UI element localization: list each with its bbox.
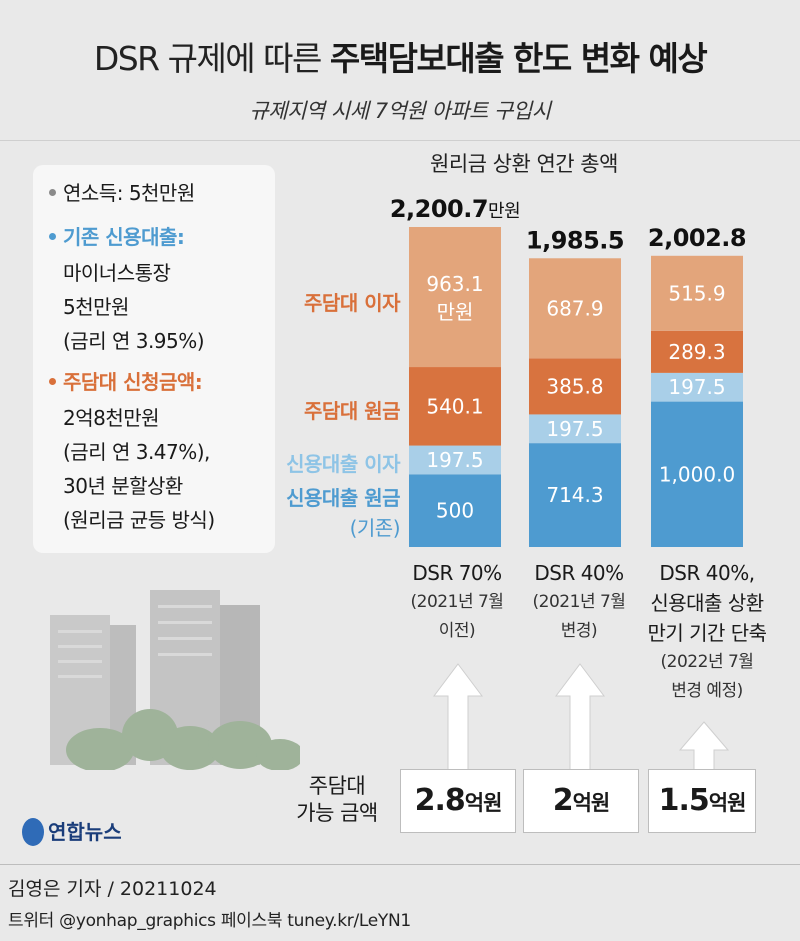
- loan-amount-value: 2: [552, 783, 574, 818]
- page-subtitle: 규제지역 시세 7억원 아파트 구입시: [249, 99, 551, 123]
- social-links: 트위터 @yonhap_graphics 페이스북 tuney.kr/LeYN1: [8, 911, 411, 931]
- bar-segment-mortgage-interest: [409, 227, 501, 368]
- condition-label: DSR 40% (2021년 7월 변경): [520, 558, 638, 646]
- bar-value-label: 500: [436, 499, 474, 523]
- condition-label: DSR 70% (2021년 7월 이전): [398, 558, 516, 646]
- condition-sub: 변경 예정): [671, 681, 743, 701]
- income-label: 연소득:: [63, 181, 123, 205]
- bar-value-label: 1,000.0: [659, 462, 735, 486]
- up-arrow-icon: [678, 721, 730, 772]
- loan-capacity-label-line: 가능 금액: [296, 801, 378, 825]
- chart-caption: 원리금 상환 연간 총액: [430, 152, 618, 176]
- loan-amount-value: 2.8: [414, 783, 466, 818]
- bar-segment-credit-principal: [409, 474, 501, 547]
- bar-value-label: 289.3: [668, 340, 725, 364]
- loan-amount-box: 2.8억원: [400, 769, 516, 833]
- legend-credit-principal: 신용대출 원금: [286, 486, 400, 510]
- loan-amount-unit: 억원: [708, 791, 747, 815]
- bar-value-label: 197.5: [546, 417, 603, 441]
- condition-sub: (2021년 7월: [532, 592, 626, 612]
- apartment-illustration: [50, 590, 300, 770]
- condition-sub: (2022년 7월: [660, 652, 754, 672]
- condition-main: DSR 70%: [412, 561, 502, 585]
- loan-amount-box: 2억원: [523, 769, 639, 833]
- loan-amount-value: 1.5: [658, 783, 710, 818]
- credit-loan-detail: 마이너스통장: [63, 261, 171, 285]
- bar-value-label: 963.1: [426, 272, 483, 296]
- yonhap-logo-icon: [22, 817, 44, 846]
- bar-segment-credit-interest: [651, 372, 743, 402]
- bar-value-label: 687.9: [546, 296, 603, 320]
- bar-value-label: 714.3: [546, 483, 603, 507]
- bar-value-label: 385.8: [546, 374, 603, 398]
- bullet-icon: [49, 378, 56, 385]
- info-panel: 연소득: 5천만원 기존 신용대출: 마이너스통장 5천만원 (금리 연 3.9…: [33, 165, 275, 553]
- condition-main: 만기 기간 단축: [647, 621, 767, 645]
- loan-amount-unit: 억원: [464, 791, 503, 815]
- condition-main: DSR 40%: [534, 561, 624, 585]
- condition-sub: 이전): [438, 621, 476, 641]
- bar-segment-credit-interest: [409, 445, 501, 475]
- bar-segment-mortgage-principal: [529, 358, 621, 415]
- yonhap-logo: 연합뉴스: [22, 816, 122, 848]
- bar-value-unit: 만원: [437, 300, 474, 324]
- bar-segment-credit-principal: [651, 401, 743, 547]
- bar-segment-mortgage-interest: [651, 255, 743, 331]
- bar-segment-credit-principal: [529, 443, 621, 547]
- bar-value-label: 197.5: [426, 448, 483, 472]
- bar-segment-credit-interest: [529, 414, 621, 444]
- bullet-icon: [49, 233, 56, 240]
- bar-segment-mortgage-interest: [529, 258, 621, 359]
- credit-loan-detail: (금리 연 3.95%): [63, 329, 205, 353]
- bar-total-label: 2,200.7만원: [390, 195, 520, 223]
- up-arrow-icon: [555, 663, 605, 772]
- legend-credit-interest: 신용대출 이자: [286, 452, 400, 476]
- income-value: 5천만원: [128, 181, 195, 205]
- condition-label: DSR 40%, 신용대출 상환 만기 기간 단축 (2022년 7월 변경 예…: [632, 558, 782, 706]
- title-bold: 주택담보대출 한도 변화 예상: [329, 39, 708, 78]
- bar-segment-mortgage-principal: [651, 330, 743, 373]
- title-divider: [0, 140, 800, 141]
- bullet-icon: [49, 189, 56, 196]
- byline: 김영은 기자 / 20211024: [8, 878, 217, 900]
- logo-text: 연합뉴스: [48, 820, 122, 844]
- legend-mortgage-principal: 주담대 원금: [304, 399, 400, 423]
- condition-sub: (2021년 7월: [410, 592, 504, 612]
- bar-value-label: 515.9: [668, 281, 725, 305]
- legend-mortgage-interest: 주담대 이자: [304, 291, 400, 315]
- condition-main: 신용대출 상환: [650, 591, 764, 615]
- loan-amount-box: 1.5억원: [648, 769, 756, 833]
- mortgage-detail: (원리금 균등 방식): [63, 508, 215, 532]
- loan-capacity-label: 주담대 가능 금액: [283, 773, 391, 827]
- mortgage-head: 주담대 신청금액:: [63, 370, 203, 394]
- bar-total-label: 1,985.5: [526, 226, 624, 254]
- bar-value-label: 197.5: [668, 375, 725, 399]
- condition-main: DSR 40%,: [659, 561, 755, 585]
- legend-credit-principal-note: (기존): [349, 516, 401, 540]
- income-line: 연소득: 5천만원: [63, 177, 195, 206]
- up-arrow-icon: [433, 663, 483, 772]
- credit-loan-head: 기존 신용대출:: [63, 225, 185, 249]
- loan-amount-unit: 억원: [572, 791, 611, 815]
- condition-sub: 변경): [560, 621, 598, 641]
- mortgage-detail: 2억8천만원: [63, 406, 160, 430]
- mortgage-detail: (금리 연 3.47%),: [63, 440, 210, 464]
- bar-value-label: 540.1: [426, 394, 483, 418]
- bar-segment-mortgage-principal: [409, 367, 501, 446]
- bar-total-unit: 만원: [488, 201, 520, 222]
- bar-total-label: 2,002.8: [648, 224, 746, 252]
- credit-loan-detail: 5천만원: [63, 295, 129, 319]
- page-title: DSR 규제에 따른 주택담보대출 한도 변화 예상: [0, 32, 800, 80]
- title-light: DSR 규제에 따른: [93, 39, 323, 78]
- mortgage-detail: 30년 분할상환: [63, 474, 183, 498]
- footer-divider: [0, 864, 800, 865]
- loan-capacity-label-line: 주담대: [308, 774, 366, 798]
